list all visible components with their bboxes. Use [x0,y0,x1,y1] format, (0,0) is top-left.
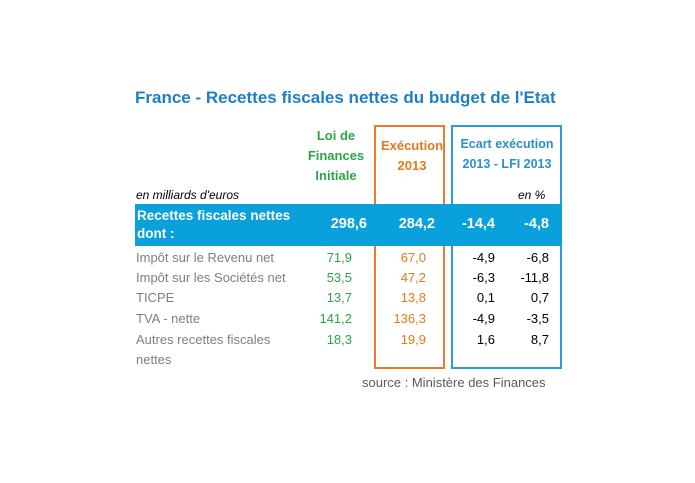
row-pct-value: 0,7 [530,290,549,305]
row-pct-value: -11,8 [520,270,549,285]
total-lfi-value: 298,6 [330,216,367,232]
row-label: Impôt sur les Sociétés net [136,270,286,285]
percent-unit-label: en % [518,188,546,202]
total-ecart-value: -14,4 [461,216,495,232]
row-exec-value: 136,3 [393,311,426,326]
lfi-column-header: Loi de Finances Initiale [300,126,372,186]
row-pct-value: -3,5 [526,311,549,326]
table-row: TVA - nette 141,2 136,3 -4,9 -3,5 [0,309,695,331]
execution-column-header: Exécution 2013 [374,136,450,176]
exec-header-line: 2013 [397,158,427,173]
lfi-header-line: Finances [307,148,365,163]
row-ecart-value: -4,9 [472,250,495,265]
row-exec-value: 47,2 [400,270,426,285]
total-label-line: Recettes fiscales nettes [137,208,291,223]
row-label: Impôt sur le Revenu net [136,250,275,265]
table-title: France - Recettes fiscales nettes du bud… [135,88,556,107]
lfi-header-line: Initiale [315,168,357,183]
row-lfi-value: 71,9 [326,250,352,265]
row-exec-value: 19,9 [400,332,426,347]
row-ecart-value: 1,6 [476,332,495,347]
row-ecart-value: 0,1 [476,290,495,305]
row-label: TVA - nette [136,311,201,326]
row-label: Autres recettes fiscales nettes [136,332,271,367]
row-pct-value: 8,7 [530,332,549,347]
row-pct-value: -6,8 [526,250,549,265]
ecart-column-header: Ecart exécution 2013 - LFI 2013 [452,134,562,174]
exec-header-line: Exécution [380,138,444,153]
row-lfi-value: 141,2 [319,311,352,326]
total-label-line: dont : [137,226,175,241]
total-exec-value: 284,2 [398,216,435,232]
row-lfi-value: 18,3 [326,332,352,347]
table-row: Impôt sur le Revenu net 71,9 67,0 -4,9 -… [0,248,695,270]
row-lfi-value: 13,7 [326,290,352,305]
unit-label: en milliards d'euros [136,188,240,202]
table-row: Autres recettes fiscales nettes 18,3 19,… [0,330,695,367]
total-pct-value: -4,8 [524,216,549,232]
row-exec-value: 13,8 [400,290,426,305]
ecart-header-line: Ecart exécution [460,137,554,151]
table-row: TICPE 13,7 13,8 0,1 0,7 [0,288,695,310]
row-ecart-value: -6,3 [472,270,495,285]
execution-column-frame [374,125,445,369]
total-label: Recettes fiscales nettes dont : [137,207,312,243]
lfi-header-line: Loi de [316,128,356,143]
row-exec-value: 67,0 [400,250,426,265]
ecart-column-frame [451,125,562,369]
table-row: Impôt sur les Sociétés net 53,5 47,2 -6,… [0,268,695,290]
source-note: source : Ministère des Finances [362,375,546,390]
row-ecart-value: -4,9 [472,311,495,326]
ecart-header-line: 2013 - LFI 2013 [462,157,552,171]
row-lfi-value: 53,5 [326,270,352,285]
row-label: TICPE [136,290,175,305]
total-row: Recettes fiscales nettes dont : 298,6 28… [135,204,562,246]
